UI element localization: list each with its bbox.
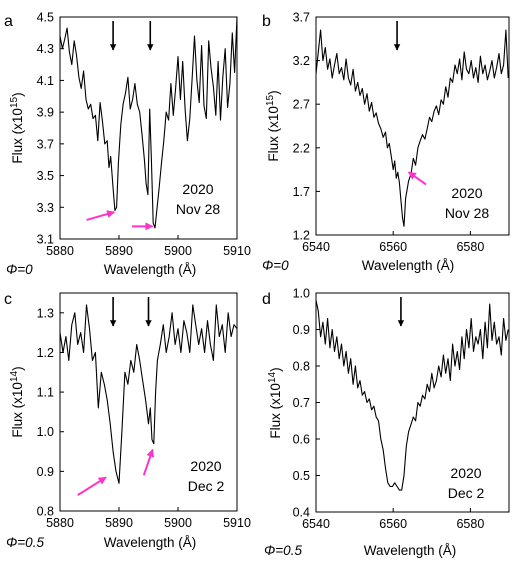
x-axis-label: Wavelength (Å) — [104, 535, 197, 550]
plot-frame — [59, 16, 238, 240]
panel-a: a 3.1 3.3 3.5 3.7 3.9 4.1 4.3 4.5 5880 5890 5900 591… — [4, 11, 251, 278]
y-tick-label: 0.5 — [293, 469, 310, 483]
x-tick-label: 6560 — [379, 517, 407, 531]
y-axis-label-text: Flux (x10 — [10, 382, 25, 438]
y-tick-label: 2.2 — [293, 141, 310, 155]
y-axis-label-exponent: 15 — [9, 96, 20, 108]
y-tick-label: 1.0 — [37, 425, 54, 439]
y-axis-label: Flux (x1015) — [9, 92, 25, 163]
x-tick-label: 5910 — [223, 516, 251, 530]
pink-annotation-arrow — [407, 171, 427, 186]
y-tick-label: 1.7 — [293, 185, 310, 199]
x-tick-label: 5880 — [46, 244, 74, 258]
y-tick-label: 0.8 — [37, 505, 54, 519]
pink-annotation-arrow — [142, 448, 155, 476]
x-axis-label: Wavelength (Å) — [362, 258, 455, 273]
panel-label: a — [4, 13, 13, 30]
y-axis-label-text: Flux (x10 — [266, 106, 281, 162]
date-day-label: Nov 28 — [176, 201, 221, 217]
y-tick-label: 4.3 — [37, 42, 54, 56]
x-axis-label: Wavelength (Å) — [104, 262, 197, 277]
panel-d: d 0.4 0.5 0.6 0.7 0.8 0.9 1.0 6540 6560 6580 Wavele… — [262, 287, 510, 558]
x-tick-label: 5910 — [223, 244, 251, 258]
x-tick-label: 6560 — [379, 240, 407, 254]
spectrum-line — [316, 29, 509, 227]
y-tick-label: 3.7 — [293, 11, 310, 25]
y-axis-label-close: ) — [10, 366, 25, 371]
y-axis-label-exponent: 14 — [267, 371, 278, 383]
date-day-label: Dec 2 — [188, 478, 225, 494]
phase-label: Φ=0.5 — [264, 543, 302, 558]
x-tick-label: 5880 — [46, 516, 74, 530]
y-tick-label: 3.2 — [293, 54, 310, 68]
date-year-label: 2020 — [450, 465, 481, 481]
y-axis-label: Flux (x1014) — [9, 366, 25, 437]
date-year-label: 2020 — [451, 185, 482, 201]
y-tick-label: 3.9 — [37, 106, 54, 120]
x-tick-label: 5890 — [105, 244, 133, 258]
y-tick-label: 0.9 — [37, 465, 54, 479]
y-tick-label: 4.1 — [37, 74, 54, 88]
y-axis-label-close: ) — [268, 367, 283, 372]
x-axis-label: Wavelength (Å) — [364, 543, 457, 558]
y-axis-label: Flux (x1015) — [265, 90, 281, 161]
plot-frame — [59, 292, 238, 512]
date-year-label: 2020 — [182, 181, 213, 197]
x-tick-label: 6540 — [302, 240, 330, 254]
y-tick-label: 1.1 — [37, 386, 54, 400]
y-axis-label: Flux (x1014) — [267, 367, 283, 438]
panel-label: c — [4, 291, 12, 308]
panel-label: d — [262, 291, 271, 308]
y-tick-label: 3.3 — [37, 201, 54, 215]
phase-label: Φ=0 — [262, 258, 289, 273]
y-tick-label: 2.7 — [293, 98, 310, 112]
y-axis-label-exponent: 14 — [9, 370, 20, 382]
y-tick-label: 1.0 — [293, 287, 310, 301]
panel-c: c 0.8 0.9 1.0 1.1 1.2 1.3 5880 5890 5900 5910 Wavel… — [4, 291, 251, 550]
date-year-label: 2020 — [190, 458, 221, 474]
y-tick-label: 0.6 — [293, 433, 310, 447]
phase-label: Φ=0.5 — [6, 535, 44, 550]
y-axis-label-text: Flux (x10 — [268, 383, 283, 439]
pink-annotation-arrow — [77, 476, 107, 496]
x-tick-label: 5890 — [105, 516, 133, 530]
y-tick-label: 3.1 — [37, 233, 54, 247]
spectrum-line — [316, 300, 509, 491]
plot-frame — [315, 16, 510, 236]
spectrum-line — [60, 304, 237, 484]
y-tick-label: 4.5 — [37, 11, 54, 25]
x-tick-label: 6540 — [302, 517, 330, 531]
spectrum-line — [60, 17, 237, 229]
date-day-label: Nov 28 — [445, 205, 490, 221]
x-tick-label: 6580 — [456, 517, 484, 531]
y-tick-label: 3.7 — [37, 137, 54, 151]
y-tick-label: 3.5 — [37, 169, 54, 183]
y-tick-label: 1.3 — [37, 306, 54, 320]
y-axis-label-close: ) — [10, 92, 25, 97]
y-tick-label: 0.9 — [293, 323, 310, 337]
panel-b: b 1.2 1.7 2.2 2.7 3.2 3.7 6540 6560 6580Wavelengt… — [262, 11, 510, 273]
phase-label: Φ=0 — [6, 262, 33, 277]
panel-label: b — [262, 13, 271, 30]
date-day-label: Dec 2 — [448, 485, 485, 501]
y-tick-label: 1.2 — [293, 229, 310, 243]
x-tick-label: 5900 — [164, 516, 192, 530]
y-tick-label: 0.4 — [293, 506, 310, 520]
y-axis-label-text: Flux (x10 — [10, 108, 25, 164]
y-tick-label: 0.8 — [293, 360, 310, 374]
y-axis-label-exponent: 15 — [265, 94, 276, 106]
x-tick-label: 6580 — [456, 240, 484, 254]
y-tick-label: 0.7 — [293, 396, 310, 410]
y-axis-label-close: ) — [266, 90, 281, 95]
pink-annotation-arrow — [86, 210, 116, 221]
y-tick-label: 1.2 — [37, 346, 54, 360]
x-tick-label: 5900 — [164, 244, 192, 258]
